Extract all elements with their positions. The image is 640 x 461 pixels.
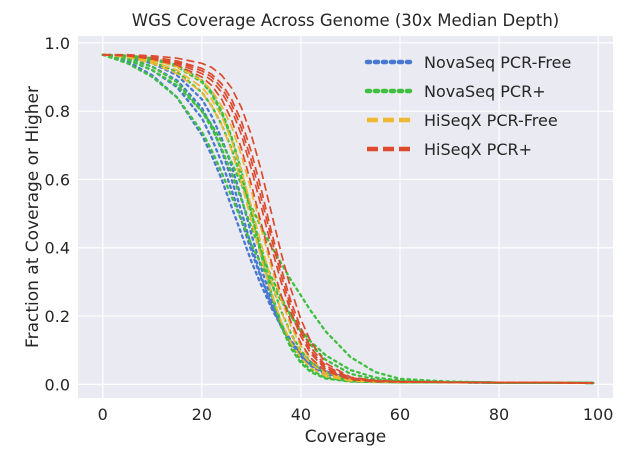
y-tick-label: 0.6 [45, 170, 70, 189]
series-lines [101, 53, 595, 385]
series-line-1-3 [101, 53, 595, 385]
x-tick-label: 20 [192, 405, 212, 424]
x-tick-label: 60 [390, 405, 410, 424]
series-line-4-2 [102, 53, 594, 384]
x-tick-label: 100 [583, 405, 614, 424]
series-line-2-1 [101, 53, 595, 385]
y-tick-label: 0.2 [45, 307, 70, 326]
plot-area [78, 36, 613, 398]
legend-label: HiSeqX PCR+ [424, 140, 532, 159]
legend: NovaSeq PCR-Free NovaSeq PCR+ HiSeqX PCR-F… [364, 53, 571, 159]
series-line-4-3 [102, 53, 594, 384]
series-line-4-5 [102, 53, 594, 384]
series-line-4-4 [102, 53, 594, 384]
legend-label: NovaSeq PCR+ [424, 82, 546, 101]
x-tick-label: 40 [291, 405, 311, 424]
y-tick-label: 0.8 [45, 102, 70, 121]
y-tick-label: 1.0 [45, 34, 70, 53]
legend-label: NovaSeq PCR-Free [424, 53, 571, 72]
chart-title: WGS Coverage Across Genome (30x Median D… [132, 11, 560, 30]
tick-labels: 0 20 40 60 80 100 0.0 0.2 0.4 0.6 0.8 1.0 [45, 34, 614, 424]
legend-label: HiSeqX PCR-Free [424, 111, 558, 130]
x-tick-label: 80 [489, 405, 509, 424]
grid-lines [78, 36, 613, 398]
x-tick-label: 0 [98, 405, 108, 424]
y-tick-label: 0.4 [45, 239, 70, 258]
y-tick-label: 0.0 [45, 375, 70, 394]
x-axis-label: Coverage [305, 427, 386, 447]
y-axis-label: Fraction at Coverage or Higher [23, 86, 43, 348]
